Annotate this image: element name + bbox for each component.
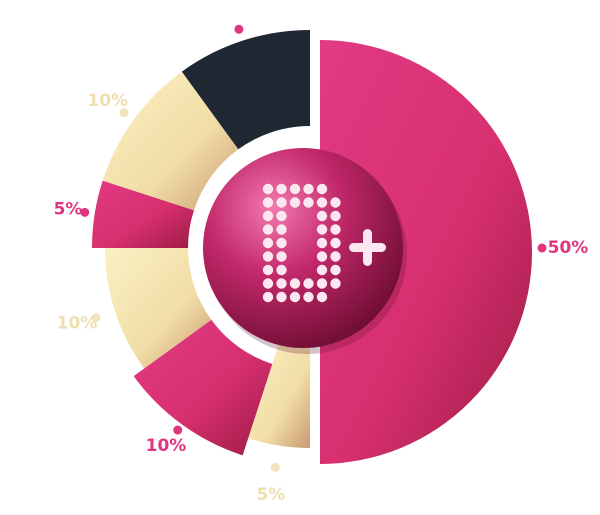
slice-marker-dot (91, 313, 101, 323)
pie-slice (248, 343, 310, 448)
pie-slice (181, 30, 310, 150)
slice-label: 10% (57, 314, 98, 334)
logo-ball (203, 148, 403, 348)
pie-slice (320, 40, 532, 464)
logo-letter-d-icon (262, 183, 341, 303)
slice-marker-dot (537, 243, 547, 253)
center-logo (203, 148, 407, 354)
logo-plus-icon (349, 229, 386, 266)
pie-slice (105, 248, 212, 369)
slice-marker-dot (234, 24, 244, 34)
slice-label: 10% (146, 436, 187, 456)
slice-marker-dot (270, 462, 280, 472)
slice-label: 10% (87, 91, 128, 111)
slice-marker-dot (80, 207, 90, 217)
pie-slice (102, 71, 239, 211)
slice-marker-dot (173, 425, 183, 435)
slice-label: 5% (256, 485, 285, 505)
slice-marker-dot (119, 108, 129, 118)
pie-slice (133, 319, 273, 456)
slice-label: 5% (54, 200, 83, 220)
slice-label: 50% (548, 238, 589, 258)
pie-slice (92, 180, 194, 248)
